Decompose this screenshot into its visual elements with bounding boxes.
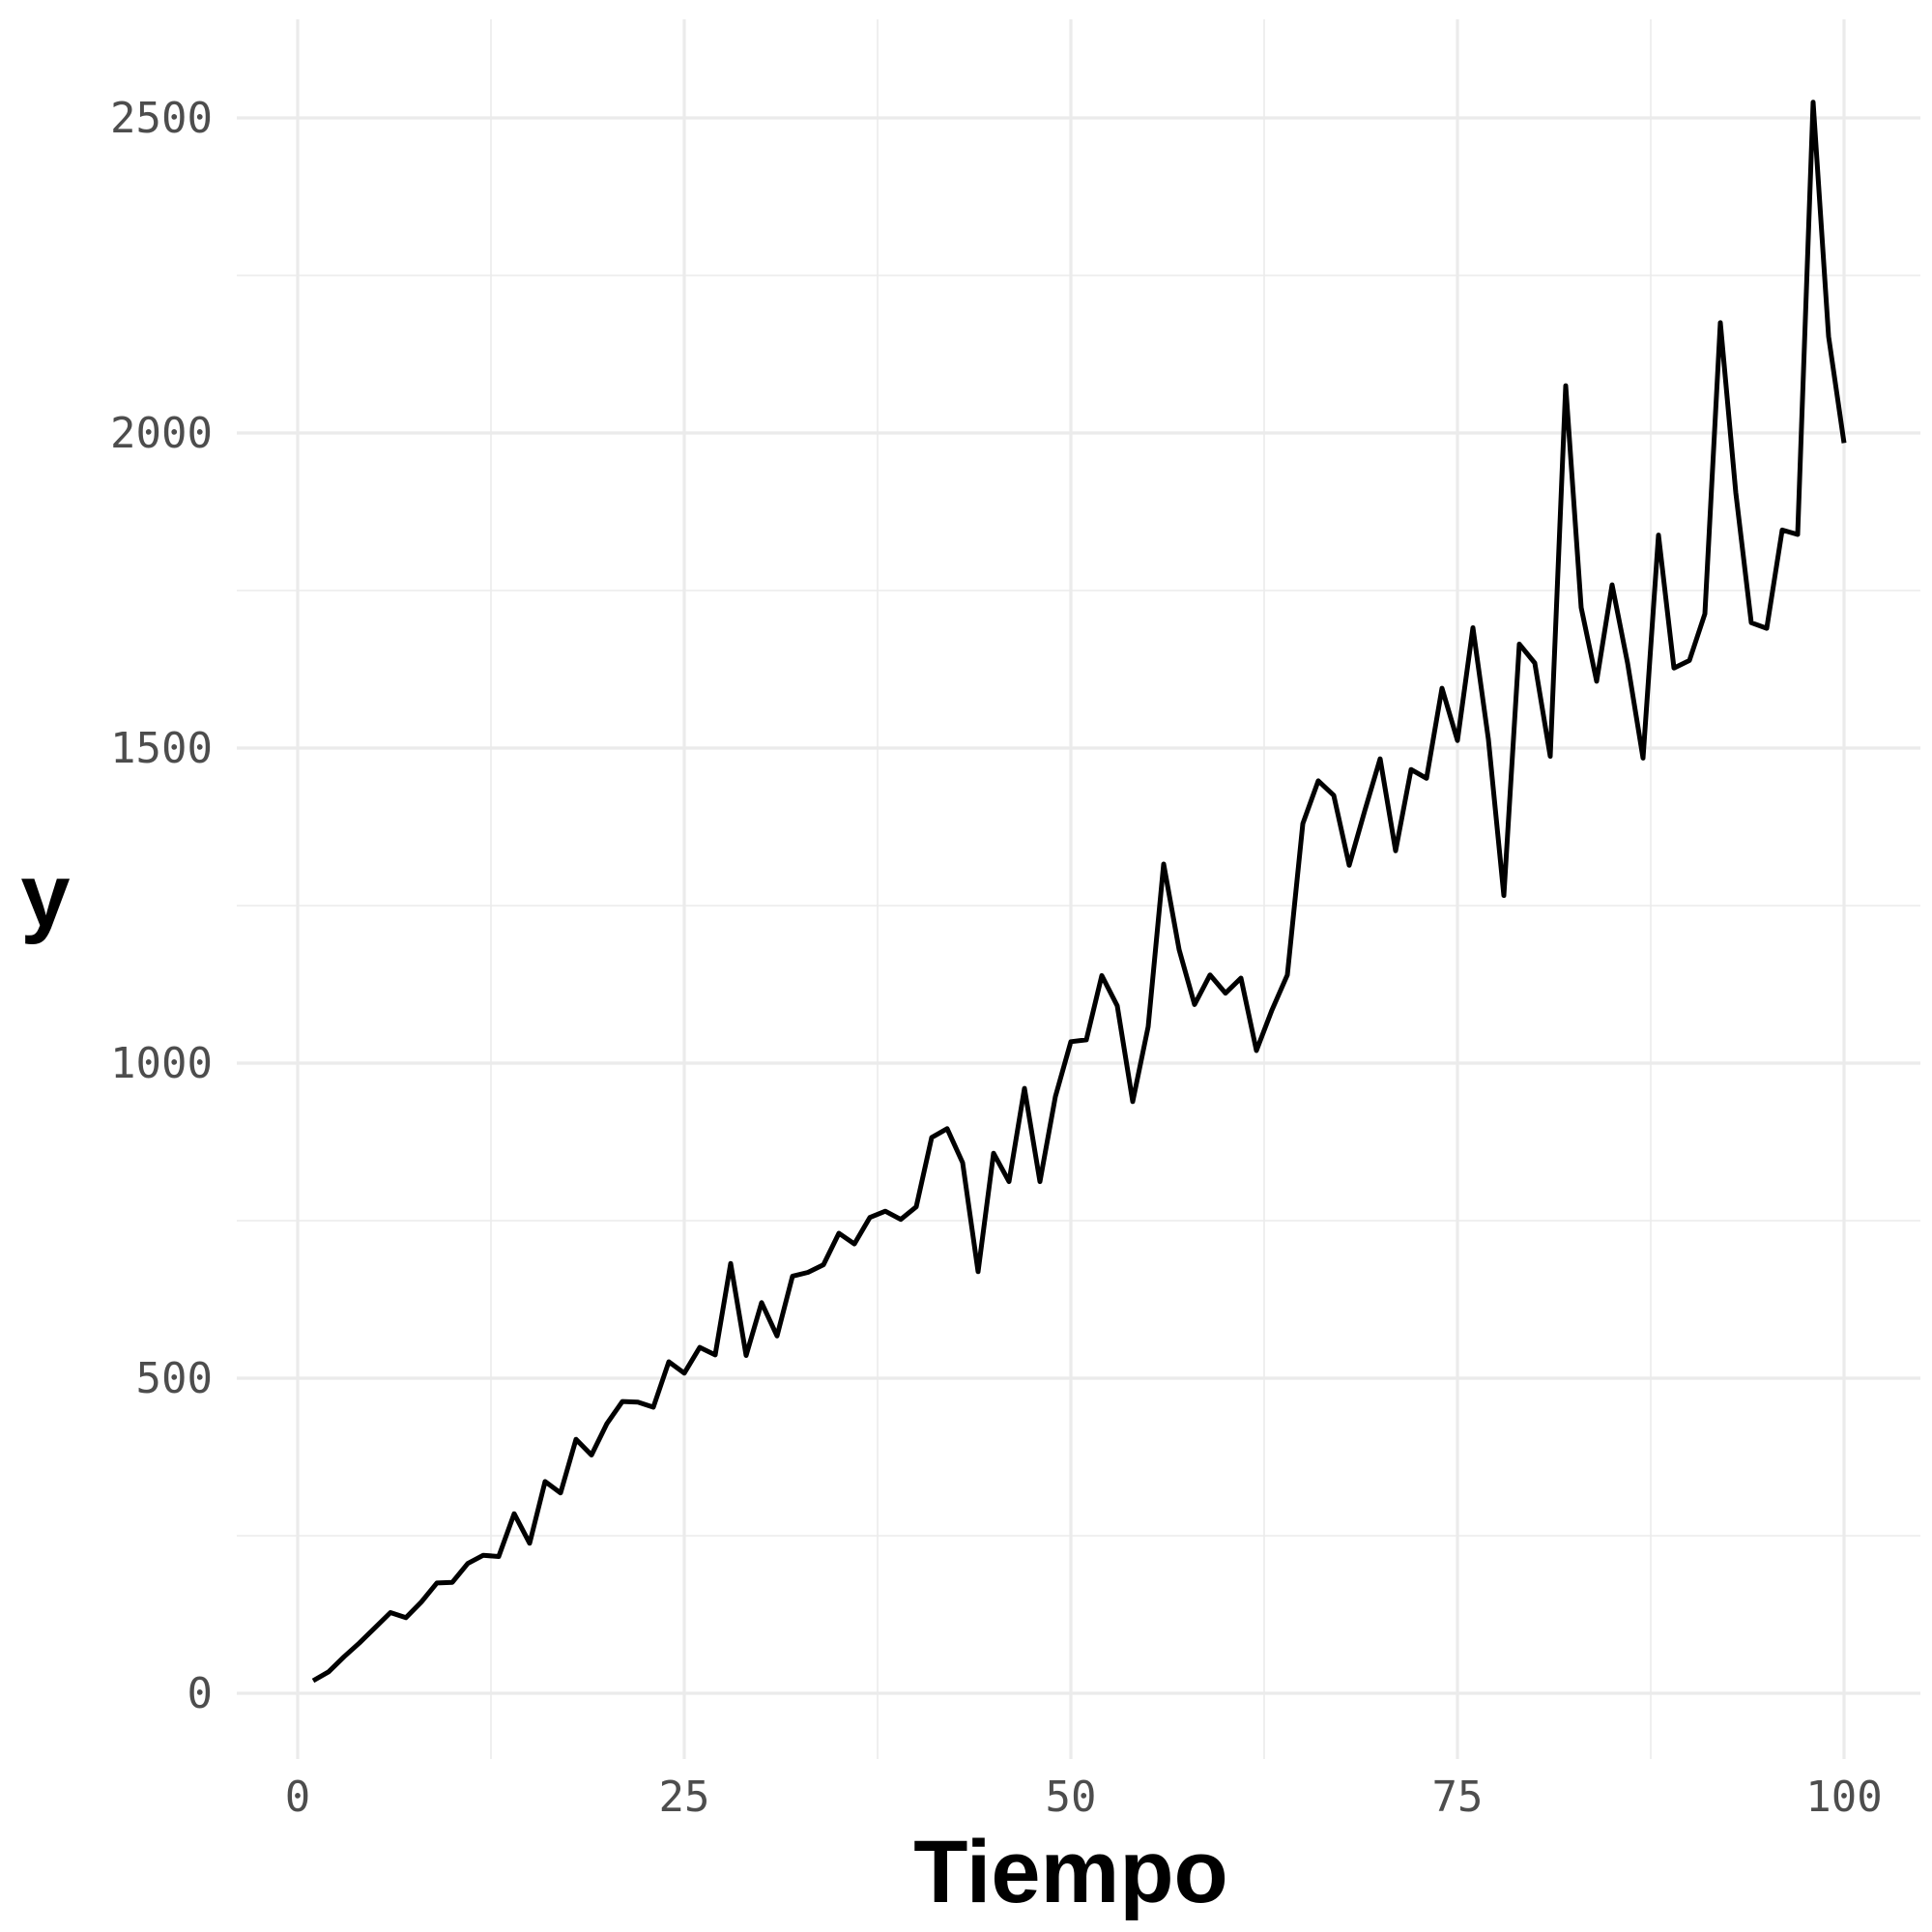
y-axis-title: y: [20, 847, 70, 945]
y-axis-tick-labels: 0 500 1000 1500 2000 2500: [110, 94, 213, 1718]
major-gridlines: [237, 19, 1920, 1759]
x-tick-label: 25: [659, 1773, 710, 1822]
x-axis-title: Tiempo: [913, 1823, 1227, 1921]
series-line: [311, 100, 1847, 1684]
x-tick-label: 75: [1432, 1773, 1484, 1822]
x-axis-tick-labels: 0 25 50 75 100: [285, 1773, 1883, 1822]
y-tick-label: 0: [187, 1669, 214, 1718]
y-tick-label: 1000: [110, 1039, 213, 1088]
y-tick-label: 500: [136, 1354, 213, 1403]
x-tick-label: 50: [1046, 1773, 1097, 1822]
y-tick-label: 2500: [110, 94, 213, 143]
y-tick-label: 2000: [110, 409, 213, 458]
x-tick-label: 0: [285, 1773, 311, 1822]
series-layer: [311, 100, 1847, 1684]
minor-gridlines: [237, 19, 1920, 1759]
x-tick-label: 100: [1805, 1773, 1882, 1822]
y-tick-label: 1500: [110, 724, 213, 773]
